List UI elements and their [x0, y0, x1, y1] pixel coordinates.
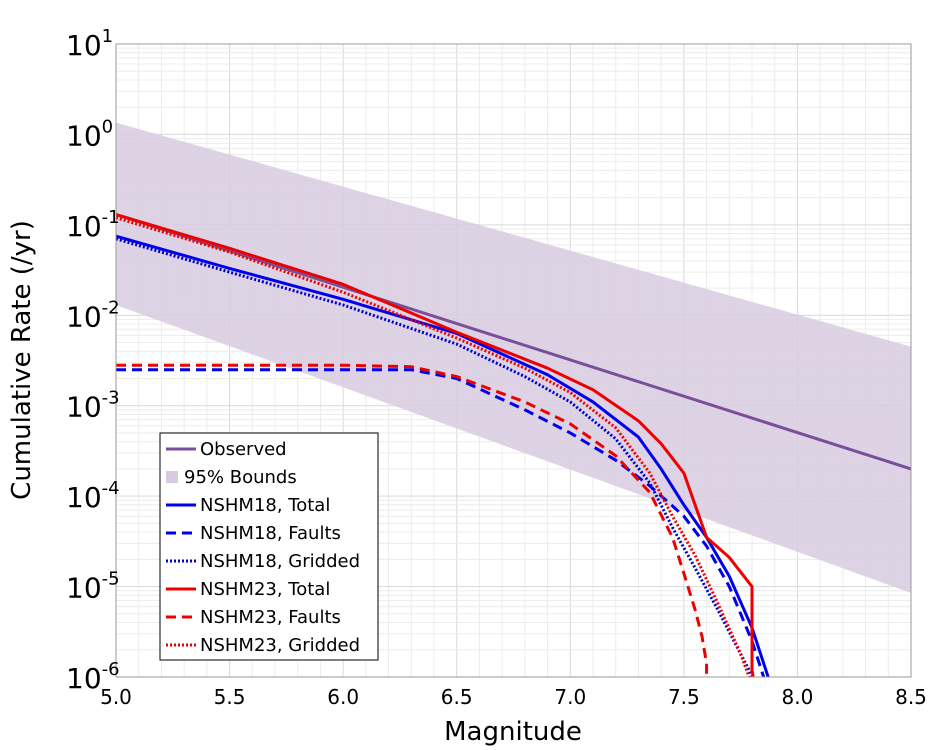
y-tick-label: 100 — [66, 116, 113, 152]
plot-border — [115, 43, 912, 678]
x-axis-label: Magnitude — [444, 717, 582, 747]
x-tick-label: 5.0 — [100, 685, 132, 709]
legend-box — [159, 432, 379, 661]
series-line-nshm23-gridded — [116, 216, 751, 677]
x-tick-label: 8.5 — [895, 685, 927, 709]
series-line-nshm23-total — [116, 213, 755, 677]
series-line-nshm23-faults — [116, 363, 709, 677]
legend-swatch — [166, 471, 178, 483]
x-tick-label: 7.5 — [668, 685, 700, 709]
legend-label: 95% Bounds — [184, 467, 297, 488]
series-line-nshm18-faults — [116, 368, 766, 677]
series-lines — [116, 213, 911, 677]
x-tick-label: 6.0 — [327, 685, 359, 709]
x-tick-label: 8.0 — [782, 685, 814, 709]
legend: Observed 95% Bounds NSHM18, Total NSHM18, F… — [159, 432, 379, 661]
legend-label: NSHM23, Total — [200, 579, 330, 600]
y-tick-label: 10-2 — [66, 297, 120, 333]
y-tick-label: 10-4 — [66, 478, 120, 514]
y-tick-label: 10-6 — [66, 659, 120, 695]
legend-label: NSHM18, Total — [200, 495, 330, 516]
legend-label: NSHM18, Gridded — [200, 551, 360, 572]
x-tick-label: 7.0 — [554, 685, 586, 709]
x-axis-ticks: 5.0 5.5 6.0 6.5 7.0 7.5 8.0 8.5 — [100, 685, 927, 709]
series-line-observed — [116, 213, 911, 471]
legend-label: NSHM23, Gridded — [200, 635, 360, 656]
y-tick-label: 10-1 — [66, 207, 120, 243]
x-tick-label: 6.5 — [441, 685, 473, 709]
y-axis-ticks: 10-6 10-5 10-4 10-3 10-2 10-1 100 101 — [66, 26, 120, 695]
legend-label: Observed — [200, 439, 287, 460]
legend-label: NSHM23, Faults — [200, 607, 341, 628]
x-tick-label: 5.5 — [214, 685, 246, 709]
y-axis-label: Cumulative Rate (/yr) — [7, 220, 37, 500]
plot-frame — [115, 43, 912, 678]
y-tick-label: 10-5 — [66, 569, 120, 605]
series-line-nshm18-total — [116, 234, 770, 677]
series-line-nshm18-gridded — [116, 237, 755, 677]
legend-label: NSHM18, Faults — [200, 523, 341, 544]
y-tick-label: 10-3 — [66, 388, 120, 424]
y-tick-label: 101 — [66, 26, 113, 62]
